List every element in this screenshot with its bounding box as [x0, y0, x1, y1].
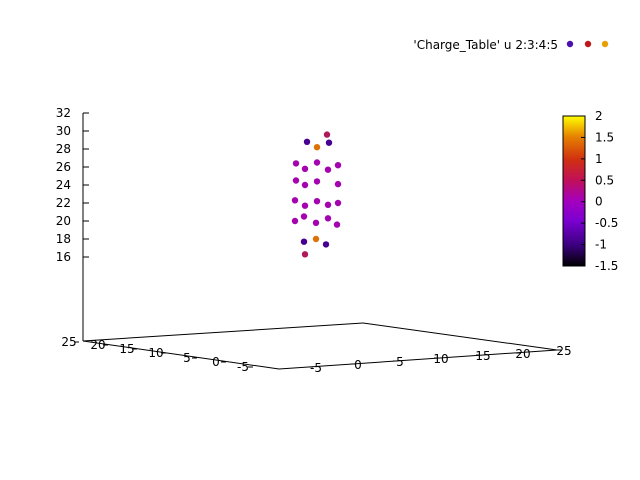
z-tick-label: 16 — [56, 250, 71, 264]
colorbar-tick-label: 1 — [595, 152, 603, 166]
data-point — [334, 162, 342, 169]
data-point — [313, 159, 321, 166]
x-tick-label: -5 — [310, 361, 322, 375]
data-point — [313, 144, 321, 151]
base-edge-front-left — [82, 340, 280, 370]
x-axis-ticks: -5 0 5 10 15 20 25 — [309, 344, 572, 375]
data-point — [291, 197, 299, 204]
data-point — [301, 165, 309, 172]
y-tick-label: 25 — [61, 335, 76, 349]
base-edge-back-left — [82, 322, 364, 342]
legend-label: 'Charge_Table' u 2:3:4:5 — [413, 38, 558, 52]
z-tick-label: 28 — [56, 142, 71, 156]
colorbar-gradient — [562, 115, 586, 267]
data-point — [324, 201, 332, 208]
data-point — [322, 241, 330, 248]
y-tick-label: 20 — [90, 338, 105, 352]
z-tick-label: 18 — [56, 232, 71, 246]
z-tick-label: 24 — [56, 178, 71, 192]
y-axis-ticks: -5 0 5 10 15 20 25 — [61, 335, 253, 374]
y-tick-label: 10 — [148, 346, 163, 360]
data-point — [324, 166, 332, 173]
colorbar-tick-label: -0.5 — [595, 216, 618, 230]
data-point — [323, 131, 331, 138]
x-tick-label: 20 — [515, 347, 530, 361]
data-point — [312, 235, 320, 243]
data-point — [325, 139, 333, 146]
data-point — [334, 180, 342, 188]
data-point — [301, 181, 309, 189]
data-point — [292, 177, 300, 184]
legend-marker-orange — [601, 40, 609, 48]
legend: 'Charge_Table' u 2:3:4:5 — [413, 38, 609, 52]
data-point — [301, 251, 309, 258]
colorbar-tick-label: -1.5 — [595, 259, 618, 273]
y-tick-label: -5 — [237, 360, 249, 374]
colorbar-ticks: -1.5 -1 -0.5 0 0.5 1 1.5 2 — [581, 109, 618, 273]
base-edge-front-right — [278, 349, 558, 370]
z-axis-ticks: 16 18 20 22 24 26 28 30 32 — [56, 106, 89, 264]
data-point — [313, 178, 321, 185]
data-point — [333, 221, 341, 228]
data-point — [291, 217, 299, 225]
x-tick-label: 0 — [354, 358, 362, 372]
colorbar: -1.5 -1 -0.5 0 0.5 1 1.5 2 — [562, 109, 618, 273]
y-tick-label: 0 — [212, 355, 220, 369]
z-tick-label: 22 — [56, 196, 71, 210]
data-point — [312, 219, 320, 226]
x-tick-label: 15 — [475, 349, 490, 363]
y-tick-label: 5 — [183, 351, 191, 365]
data-point — [292, 160, 300, 167]
data-points — [291, 131, 342, 258]
z-tick-label: 30 — [56, 124, 71, 138]
colorbar-tick-label: -1 — [595, 238, 607, 252]
colorbar-tick-label: 0 — [595, 195, 603, 209]
data-point — [301, 202, 309, 209]
data-point — [300, 213, 308, 220]
z-tick-label: 26 — [56, 160, 71, 174]
legend-marker-red — [584, 40, 592, 48]
data-point — [303, 138, 311, 145]
z-tick-label: 20 — [56, 214, 71, 228]
y-tick-label: 15 — [119, 342, 134, 356]
x-tick-label: 25 — [556, 344, 571, 358]
base-edge-back-right — [362, 322, 558, 351]
x-tick-label: 10 — [433, 352, 448, 366]
data-point — [300, 238, 308, 245]
x-tick-label: 5 — [396, 355, 404, 369]
legend-marker-purple — [566, 40, 574, 48]
data-point — [334, 199, 342, 207]
data-point — [324, 215, 332, 222]
data-point — [313, 198, 321, 205]
base-box — [82, 113, 558, 370]
z-tick-label: 32 — [56, 106, 71, 120]
colorbar-tick-label: 1.5 — [595, 130, 614, 144]
colorbar-tick-label: 0.5 — [595, 173, 614, 187]
colorbar-tick-label: 2 — [595, 109, 603, 123]
